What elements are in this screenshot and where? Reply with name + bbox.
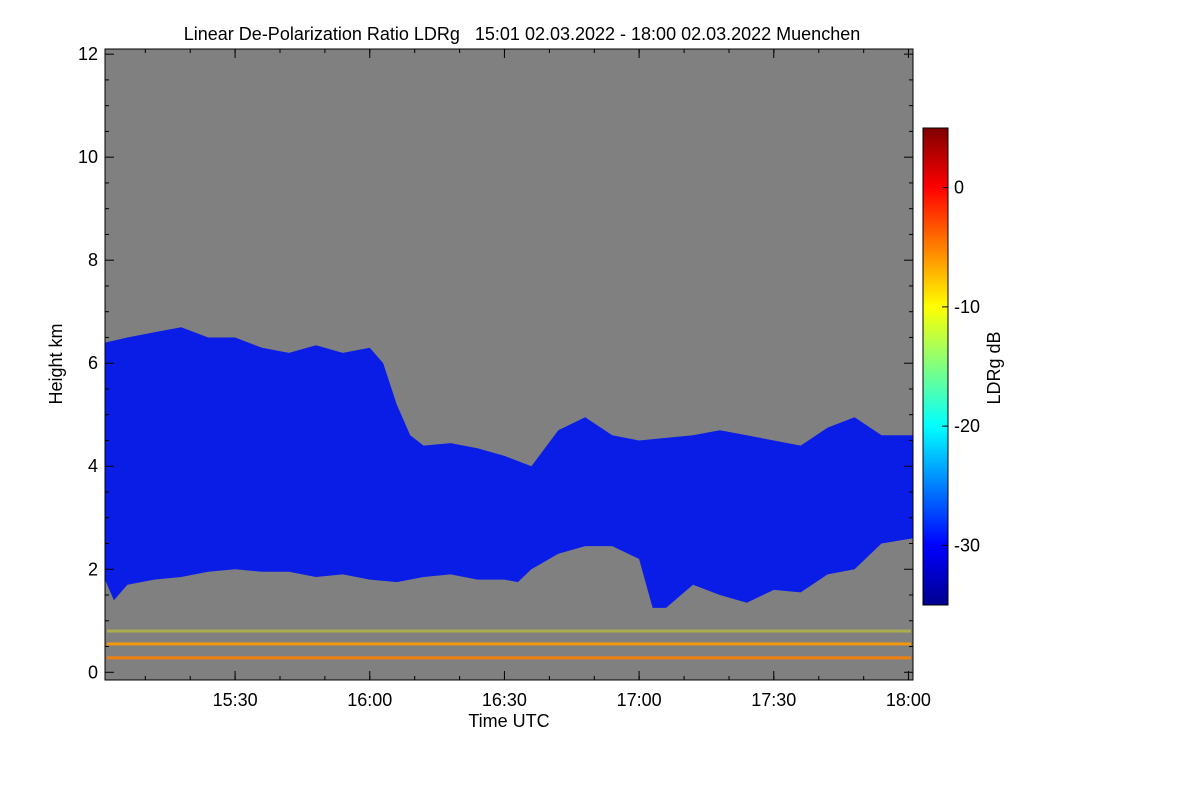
x-axis-label: Time UTC <box>468 711 549 731</box>
colorbar-label: LDRg dB <box>984 331 1004 404</box>
y-tick-label: 12 <box>78 44 98 64</box>
y-tick-label: 10 <box>78 147 98 167</box>
y-tick-label: 8 <box>88 250 98 270</box>
boundary-layer-band <box>107 629 911 633</box>
colorbar-scale <box>922 127 949 606</box>
y-tick-label: 0 <box>88 662 98 682</box>
boundary-layer-band <box>107 642 911 646</box>
x-axis: 15:30 16:00 16:30 17:00 17:30 18:00 <box>144 49 931 710</box>
colorbar-tick-label: -10 <box>954 297 980 317</box>
x-tick-label: 15:30 <box>213 690 258 710</box>
colorbar-tick-label: 0 <box>954 178 964 198</box>
colorbar: 0 -10 -20 -30 <box>922 127 980 606</box>
y-axis: 0 2 4 6 8 10 12 <box>78 44 913 682</box>
boundary-layer-band <box>107 656 911 660</box>
colorbar-tick-label: -20 <box>954 416 980 436</box>
x-tick-label: 18:00 <box>886 690 931 710</box>
chart-title: Linear De-Polarization Ratio LDRg 15:01 … <box>184 24 860 44</box>
x-tick-label: 16:30 <box>482 690 527 710</box>
y-tick-label: 6 <box>88 353 98 373</box>
x-tick-label: 17:30 <box>751 690 796 710</box>
y-axis-label: Height km <box>46 323 66 404</box>
x-tick-label: 16:00 <box>347 690 392 710</box>
plot-area <box>104 48 914 681</box>
y-tick-label: 4 <box>88 456 98 476</box>
x-tick-label: 17:00 <box>617 690 662 710</box>
plot-frame <box>104 48 914 681</box>
y-tick-label: 2 <box>88 559 98 579</box>
cloud-layer <box>105 327 913 608</box>
colorbar-tick-label: -30 <box>954 535 980 555</box>
